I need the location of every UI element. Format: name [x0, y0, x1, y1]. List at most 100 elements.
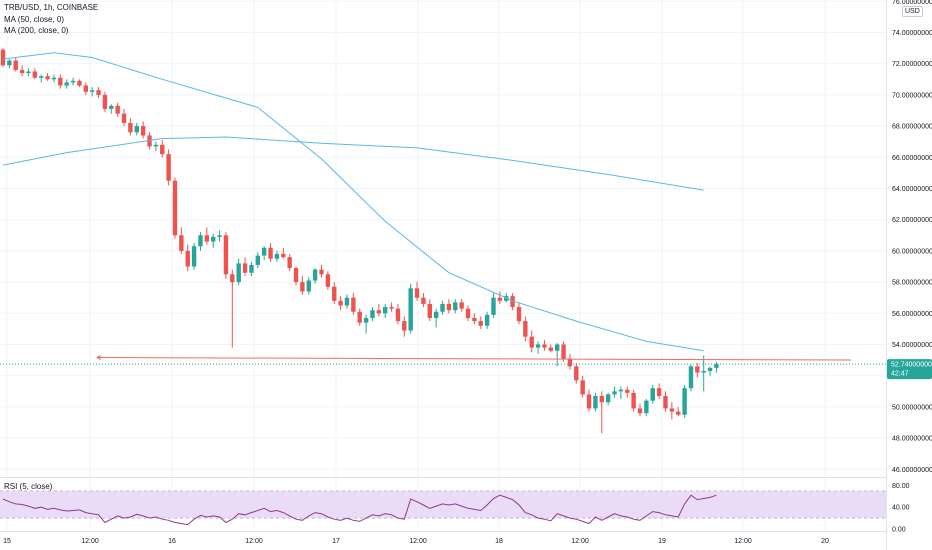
ma50-line: [2, 52, 704, 352]
price-tick-label: 50.00000000: [892, 404, 932, 411]
candle: [421, 293, 426, 308]
candle-body: [593, 395, 598, 409]
candle-body: [478, 321, 483, 326]
candle-body: [663, 395, 668, 409]
candle: [160, 140, 165, 158]
candle: [134, 122, 139, 136]
candle: [402, 316, 407, 337]
rsi-legend[interactable]: RSI (5, close): [4, 482, 53, 491]
candle-body: [618, 389, 624, 392]
time-axis[interactable]: 15 12:00 16 12:00 17 12:00 18 12:00 19 12:00 20: [3, 538, 829, 545]
candle: [631, 389, 636, 412]
candle-body: [497, 297, 503, 301]
candle: [300, 275, 305, 295]
candle-body: [300, 282, 305, 292]
candle-body: [561, 344, 566, 359]
candle: [650, 385, 655, 404]
candle: [644, 399, 649, 417]
candle-body: [351, 297, 356, 312]
candle-body: [440, 303, 445, 312]
candle-body: [70, 80, 76, 83]
candle-body: [96, 90, 101, 95]
candle: [261, 246, 267, 261]
candle: [39, 74, 44, 83]
candle: [102, 91, 108, 113]
candle-body: [383, 307, 388, 314]
candle: [77, 79, 82, 88]
candle: [166, 149, 171, 186]
candle: [13, 57, 18, 72]
candle-body: [389, 307, 394, 309]
candle-body: [26, 71, 31, 74]
time-tick-label: 20: [821, 538, 829, 545]
candle-body: [605, 394, 611, 403]
candle: [395, 303, 401, 325]
candle: [338, 296, 343, 311]
candle-body: [414, 288, 420, 298]
support-line[interactable]: [95, 355, 852, 361]
candle: [529, 330, 534, 353]
candle-body: [421, 297, 426, 304]
candle: [453, 299, 458, 314]
candle: [548, 344, 554, 353]
rsi-tick-label: 40.00: [892, 505, 910, 512]
price-tick-label: 48.00000000: [892, 436, 932, 443]
candle-body: [446, 303, 452, 311]
candle: [51, 74, 57, 83]
candle: [249, 261, 254, 276]
candle-body: [656, 388, 662, 396]
candle-body: [121, 113, 127, 123]
candle-body: [465, 308, 471, 318]
candle: [376, 303, 382, 317]
candle: [707, 366, 713, 376]
candle-body: [153, 144, 159, 147]
symbol-title[interactable]: TRB/USD, 1h, COINBASE: [4, 3, 99, 12]
candle-body: [676, 411, 681, 415]
candle-body: [58, 77, 63, 86]
price-badge-box: [887, 359, 932, 380]
candle-body: [166, 154, 171, 181]
time-tick-label: 12:00: [409, 538, 427, 545]
candle: [281, 247, 286, 259]
candle-body: [204, 235, 210, 242]
candle-body: [51, 77, 57, 80]
price-axis[interactable]: 46.0000000048.0000000050.0000000052.0000…: [892, 0, 932, 534]
price-tick-label: 54.00000000: [892, 342, 932, 349]
candle-body: [32, 71, 38, 78]
candle: [287, 254, 292, 272]
candle: [325, 271, 331, 290]
candle: [230, 269, 235, 348]
candle: [96, 87, 101, 99]
price-tick-label: 76.00000000: [892, 0, 932, 6]
ma200-legend[interactable]: MA (200, close, 0): [4, 26, 69, 35]
candle-body: [281, 254, 286, 258]
price-badge-countdown: 42:47: [891, 371, 909, 378]
candle: [32, 68, 38, 80]
candle-body: [39, 76, 44, 78]
candle-body: [64, 82, 69, 86]
ma50-legend[interactable]: MA (50, close, 0): [4, 15, 65, 24]
candle: [484, 311, 490, 329]
candle: [497, 291, 503, 304]
candle: [236, 258, 241, 286]
candle-body: [109, 105, 114, 109]
candle: [542, 339, 547, 351]
price-tick-label: 46.00000000: [892, 467, 932, 474]
support-ray[interactable]: [96, 357, 852, 361]
candle: [172, 177, 178, 239]
candle: [465, 305, 471, 322]
candle: [491, 293, 496, 318]
candle-body: [338, 300, 343, 306]
price-tick-label: 64.00000000: [892, 186, 932, 193]
candle: [242, 257, 248, 276]
candle: [185, 244, 190, 272]
currency-badge[interactable]: USD: [902, 6, 923, 17]
candle: [70, 77, 76, 86]
candle-body: [567, 358, 573, 367]
candle: [676, 406, 681, 417]
time-tick-label: 17: [332, 538, 340, 545]
candle-body: [548, 347, 554, 351]
candle: [516, 302, 522, 325]
candle-body: [7, 60, 12, 66]
candle: [472, 313, 477, 325]
